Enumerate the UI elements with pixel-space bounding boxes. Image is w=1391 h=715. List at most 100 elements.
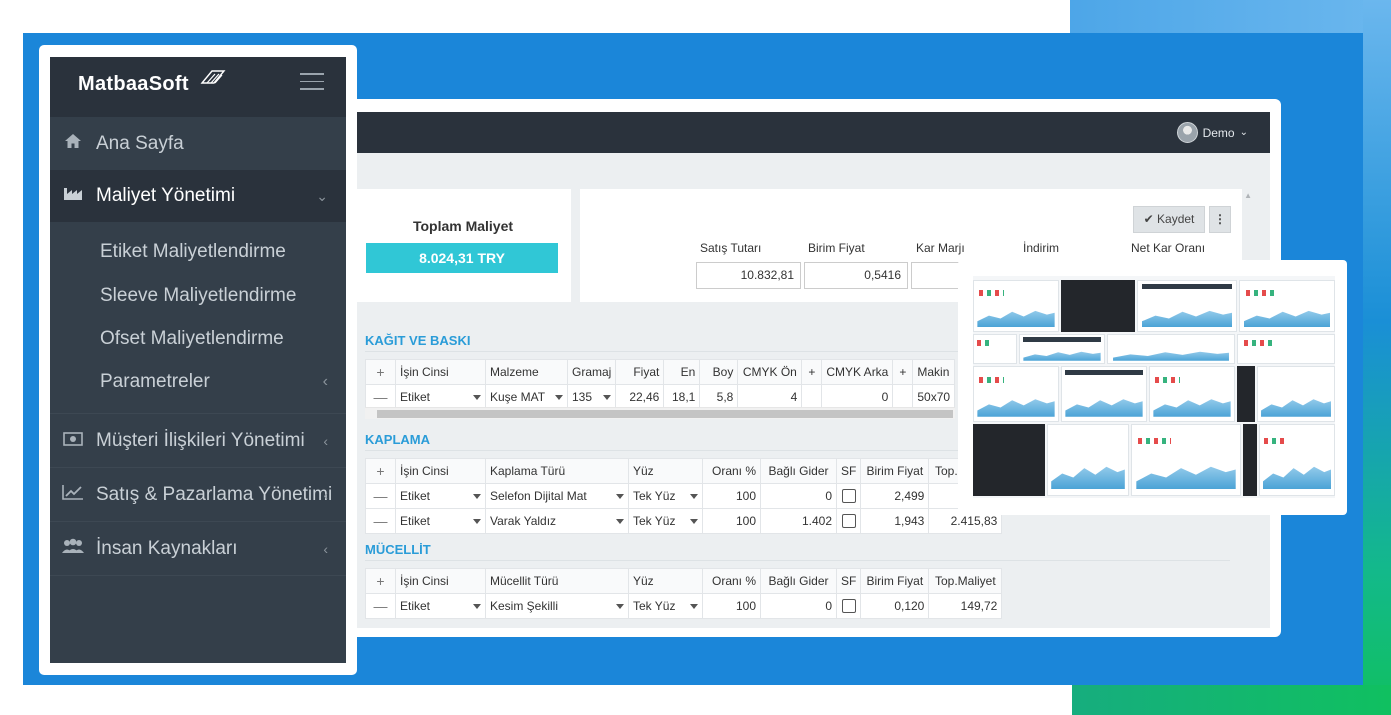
coating-type-select[interactable]: Selefon Dijital Mat <box>485 483 629 509</box>
job-type-select[interactable]: Etiket <box>395 384 486 410</box>
sales-amount-input[interactable]: 10.832,81 <box>696 262 801 289</box>
sf-checkbox[interactable] <box>835 593 862 619</box>
linked-cost-cell[interactable]: 0 <box>760 593 837 619</box>
sidebar-item-sales-marketing[interactable]: Satış & Pazarlama Yönetimi ‹ <box>50 468 346 521</box>
screenshot-collage <box>973 276 1335 498</box>
sales-amount-label: Satış Tutarı <box>700 241 762 255</box>
sidebar-item-crm[interactable]: Müşteri İlişkileri Yönetimi ‹ <box>50 414 346 467</box>
sf-checkbox[interactable] <box>835 508 862 534</box>
unit-price-cell[interactable]: 0,120 <box>860 593 930 619</box>
divider <box>50 467 346 468</box>
table-row: — Etiket Kesim Şekilli Tek Yüz 100 0 0,1… <box>365 593 1003 619</box>
scrollbar-thumb[interactable] <box>377 410 953 418</box>
dashboard-thumbnail <box>1137 280 1237 332</box>
menu-toggle-icon[interactable] <box>300 73 324 91</box>
cmyk-front-extra-cell[interactable] <box>801 384 823 410</box>
job-type-select[interactable]: Etiket <box>395 593 486 619</box>
background-accent-top <box>1070 0 1391 33</box>
add-row-icon[interactable]: + <box>365 359 396 385</box>
side-select[interactable]: Tek Yüz <box>628 593 703 619</box>
cmyk-back-cell[interactable]: 0 <box>821 384 894 410</box>
column-header: En <box>663 359 701 385</box>
column-header: İşin Cinsi <box>395 359 486 385</box>
linked-cost-cell[interactable]: 0 <box>760 483 837 509</box>
add-row-icon[interactable]: + <box>365 568 396 594</box>
logo-stripes-icon <box>200 70 226 84</box>
sidebar-subitem-sleeve-costing[interactable]: Sleeve Maliyetlendirme <box>100 285 297 306</box>
save-button[interactable]: ✔ Kaydet <box>1133 206 1205 233</box>
add-row-icon[interactable]: + <box>365 458 396 484</box>
dashboard-thumbnail <box>973 334 1017 364</box>
sidebar-item-hr[interactable]: İnsan Kaynakları ‹ <box>50 522 346 575</box>
machine-cell[interactable]: 50x70 <box>912 384 956 410</box>
sidebar-item-label: Müşteri İlişkileri Yönetimi <box>96 429 305 451</box>
avatar <box>1176 122 1198 143</box>
section-title-coating: KAPLAMA <box>365 432 430 447</box>
height-cell[interactable]: 5,8 <box>699 384 739 410</box>
dashboard-thumbnail <box>1149 366 1235 422</box>
column-header: Birim Fiyat <box>860 458 930 484</box>
scroll-up-icon[interactable]: ▲ <box>1244 191 1252 200</box>
grammage-select[interactable]: 135 <box>566 384 617 410</box>
total-cost-cell: 149,72 <box>928 593 1003 619</box>
dashboard-thumbnail <box>1107 334 1235 364</box>
cmyk-front-cell[interactable]: 4 <box>737 384 803 410</box>
sidebar-item-label: Satış & Pazarlama Yönetimi <box>96 483 333 505</box>
sidebar-item-label: Maliyet Yönetimi <box>96 185 236 206</box>
table-row: — Etiket Varak Yaldız Tek Yüz 100 1.402 … <box>365 508 1003 534</box>
coating-type-select[interactable]: Varak Yaldız <box>485 508 629 534</box>
total-cost-value: 8.024,31 TRY <box>366 243 558 273</box>
ratio-cell[interactable]: 100 <box>702 593 761 619</box>
sidebar-subitem-parameters[interactable]: Parametreler <box>100 371 210 392</box>
column-header: Oranı % <box>702 568 761 594</box>
section-title-paper: KAĞIT VE BASKI <box>365 333 471 348</box>
chevron-left-icon: ‹ <box>323 540 328 557</box>
job-type-select[interactable]: Etiket <box>395 508 486 534</box>
price-cell[interactable]: 22,46 <box>615 384 665 410</box>
job-type-select[interactable]: Etiket <box>395 483 486 509</box>
linked-cost-cell[interactable]: 1.402 <box>760 508 837 534</box>
dashboard-thumbnail <box>1239 280 1335 332</box>
ratio-cell[interactable]: 100 <box>702 483 761 509</box>
more-options-button[interactable]: ⋮ <box>1209 206 1231 233</box>
sidebar-subitem-offset-costing[interactable]: Ofset Maliyetlendirme <box>100 328 284 349</box>
top-navbar: Demo ⌄ <box>355 112 1270 153</box>
binding-table: + İşin Cinsi Mücellit Türü Yüz Oranı % B… <box>365 568 1003 619</box>
user-name: Demo <box>1202 125 1235 140</box>
dashboard-thumbnail <box>1019 334 1105 364</box>
dashboard-thumbnail <box>1047 424 1129 496</box>
unit-price-cell[interactable]: 1,943 <box>860 508 930 534</box>
remove-row-icon[interactable]: — <box>365 593 396 619</box>
column-header: Fiyat <box>615 359 665 385</box>
sf-checkbox[interactable] <box>835 483 862 509</box>
unit-price-label: Birim Fiyat <box>808 241 865 255</box>
remove-row-icon[interactable]: — <box>365 483 396 509</box>
side-select[interactable]: Tek Yüz <box>628 508 703 534</box>
dashboard-thumbnail <box>1243 424 1257 496</box>
horizontal-scrollbar[interactable] <box>365 407 955 419</box>
width-cell[interactable]: 18,1 <box>663 384 701 410</box>
chart-line-icon <box>50 484 96 506</box>
unit-price-cell[interactable]: 2,499 <box>860 483 930 509</box>
brand-logo[interactable]: MatbaaSoft <box>78 73 189 95</box>
user-menu[interactable]: Demo ⌄ <box>1176 122 1248 143</box>
unit-price-input[interactable]: 0,5416 <box>804 262 908 289</box>
material-select[interactable]: Kuşe MAT <box>485 384 568 410</box>
remove-row-icon[interactable]: — <box>365 384 396 410</box>
divider <box>365 560 1230 561</box>
sidebar-subitem-label-costing[interactable]: Etiket Maliyetlendirme <box>100 241 286 262</box>
ratio-cell[interactable]: 100 <box>702 508 761 534</box>
sidebar-item-label: İnsan Kaynakları <box>96 537 238 559</box>
sidebar-item-cost-management[interactable]: Maliyet Yönetimi ⌄ <box>50 170 346 222</box>
cmyk-back-extra-cell[interactable] <box>892 384 914 410</box>
discount-label: İndirim <box>1023 241 1060 255</box>
sidebar-item-home[interactable]: Ana Sayfa <box>50 117 346 170</box>
chevron-left-icon: ‹ <box>323 432 328 449</box>
sidebar-item-label: Ana Sayfa <box>96 132 184 154</box>
remove-row-icon[interactable]: — <box>365 508 396 534</box>
binding-type-select[interactable]: Kesim Şekilli <box>485 593 629 619</box>
dashboard-thumbnail <box>1237 334 1335 364</box>
divider <box>50 413 346 414</box>
side-select[interactable]: Tek Yüz <box>628 483 703 509</box>
dashboard-thumbnail <box>1131 424 1241 496</box>
